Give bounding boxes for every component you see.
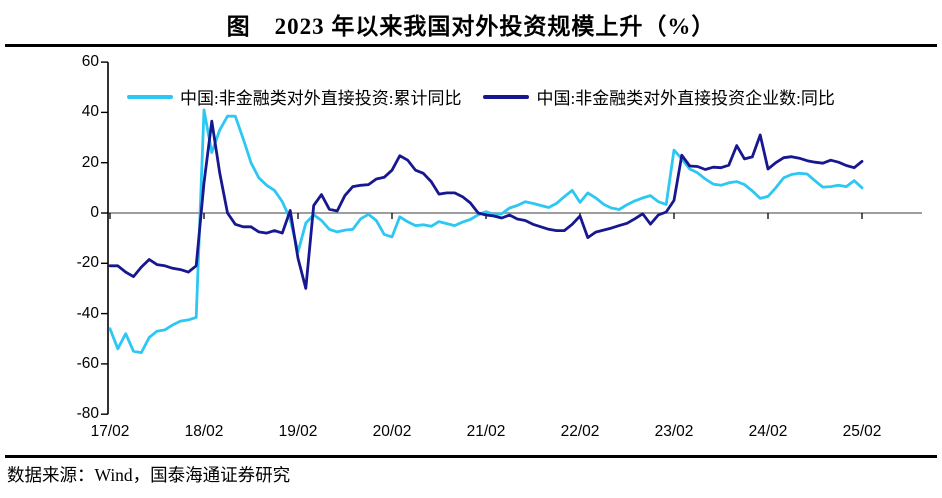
x-axis-label: 22/02 xyxy=(560,423,600,440)
x-axis-label: 19/02 xyxy=(278,423,318,440)
bottom-divider xyxy=(5,455,937,458)
y-axis: 60 40 20 0 -20 -40 -60 -80 xyxy=(55,0,99,498)
x-axis-label: 21/02 xyxy=(466,423,506,440)
legend-label-odi-enterprises-yoy: 中国:非金融类对外直接投资企业数:同比 xyxy=(536,89,835,108)
chart-legend: 中国:非金融类对外直接投资:累计同比 中国:非金融类对外直接投资企业数:同比 xyxy=(127,84,835,109)
y-axis-label: -60 xyxy=(76,354,99,372)
legend-label-odi-cumulative-yoy: 中国:非金融类对外直接投资:累计同比 xyxy=(180,89,462,108)
data-source: 数据来源：Wind，国泰海通证券研究 xyxy=(7,465,291,485)
y-axis-label: 0 xyxy=(90,204,99,221)
top-divider xyxy=(5,44,937,47)
chart-title: 图 2023 年以来我国对外投资规模上升（%） xyxy=(226,14,716,39)
x-axis-label: 18/02 xyxy=(184,423,224,440)
legend-line-cyan-icon xyxy=(127,94,173,99)
x-axis-label: 20/02 xyxy=(372,423,412,440)
y-axis-label: -80 xyxy=(76,405,99,423)
series-line-1 xyxy=(108,119,864,290)
y-axis-label: -40 xyxy=(76,304,99,322)
legend-item-odi-cumulative-yoy: 中国:非金融类对外直接投资:累计同比 xyxy=(127,84,461,109)
legend-line-navy-icon xyxy=(483,94,530,99)
x-axis-label: 24/02 xyxy=(748,423,788,440)
x-axis-label: 23/02 xyxy=(654,423,694,440)
x-axis: 17/02 18/02 19/02 20/02 21/02 22/02 23/02 24/02… xyxy=(0,423,942,443)
y-axis-label: -20 xyxy=(76,254,99,272)
y-axis-label: 60 xyxy=(81,53,99,71)
x-axis-label: 17/02 xyxy=(90,423,130,440)
series-line-0 xyxy=(108,108,864,355)
y-axis-label: 40 xyxy=(81,103,99,121)
x-axis-label: 25/02 xyxy=(842,423,882,440)
legend-item-odi-enterprises-yoy: 中国:非金融类对外直接投资企业数:同比 xyxy=(483,84,835,109)
y-axis-label: 20 xyxy=(81,153,99,171)
